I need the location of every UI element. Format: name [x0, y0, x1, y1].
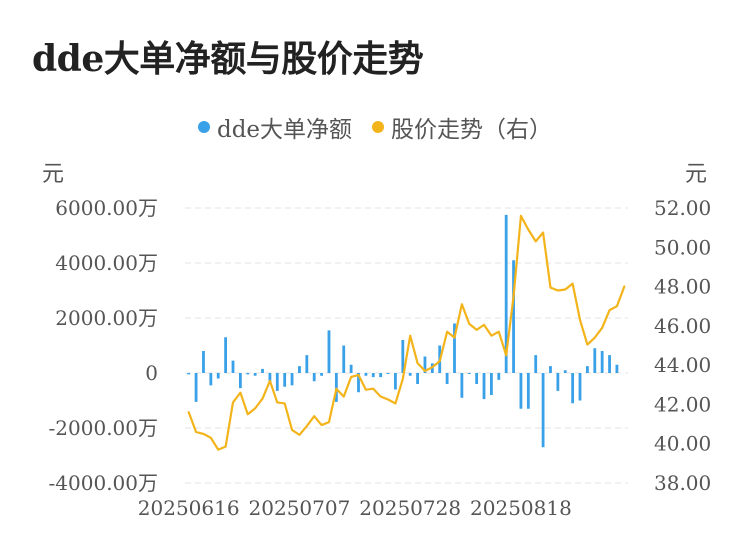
bar-dde	[238, 373, 242, 389]
bar-dde	[312, 373, 316, 382]
bar-dde	[275, 373, 279, 391]
bar-dde	[305, 355, 309, 373]
bar-dde	[246, 373, 250, 375]
bar-dde	[290, 373, 294, 386]
bar-dde	[490, 373, 493, 395]
bar-dde	[394, 373, 397, 390]
right-tick-label: 50.00	[654, 235, 711, 259]
bar-dde	[600, 351, 604, 373]
bar-dde	[386, 373, 390, 374]
legend-item-dde[interactable]: dde大单净额	[197, 110, 353, 144]
bar-dde	[298, 366, 301, 373]
bar-dde	[320, 373, 323, 376]
right-tick-label: 46.00	[654, 314, 711, 338]
right-axis-unit: 元	[685, 162, 708, 187]
right-tick-label: 52.00	[654, 196, 711, 220]
x-tick-label: 20250818	[470, 496, 572, 520]
bar-dde	[268, 373, 272, 384]
bar-dde	[194, 373, 198, 402]
x-tick-label: 20250616	[138, 496, 240, 520]
bar-dde	[526, 373, 530, 409]
left-tick-label: 4000.00万	[55, 251, 158, 275]
bar-dde	[187, 373, 191, 375]
bar-dde	[379, 373, 383, 378]
bar-dde	[460, 373, 464, 398]
left-tick-label: 6000.00万	[55, 196, 158, 220]
left-tick-label: 2000.00万	[55, 306, 158, 330]
bar-dde	[519, 373, 523, 409]
chart-legend: dde大单净额 股价走势（右）	[0, 110, 750, 144]
bar-dde	[497, 373, 501, 380]
bar-dde	[327, 330, 331, 373]
bar-dde	[224, 337, 228, 373]
bar-dde	[534, 355, 538, 373]
bar-dde	[202, 351, 205, 373]
bar-dde	[482, 373, 486, 400]
bar-dde	[401, 340, 405, 373]
bar-dde	[453, 323, 456, 373]
left-tick-label: 0	[145, 361, 158, 385]
legend-dot-price	[372, 121, 385, 133]
bar-dde	[357, 373, 360, 393]
bar-dde	[615, 364, 619, 373]
bar-dde	[349, 364, 353, 373]
bar-dde	[585, 366, 589, 373]
x-tick-label: 20250707	[249, 496, 351, 520]
bar-dde	[371, 373, 375, 378]
left-axis-unit: 元	[42, 162, 65, 187]
line-price	[187, 214, 626, 451]
right-tick-label: 48.00	[654, 275, 711, 299]
bar-dde	[423, 356, 427, 373]
bar-dde	[283, 373, 287, 387]
bar-dde	[608, 355, 611, 373]
left-tick-label: -2000.00万	[49, 416, 158, 440]
bar-dde	[556, 373, 560, 391]
right-tick-label: 40.00	[654, 432, 711, 456]
bar-dde	[563, 370, 567, 373]
legend-dot-dde	[197, 121, 210, 133]
bar-dde	[593, 348, 597, 373]
bar-dde	[467, 373, 471, 374]
legend-item-price[interactable]: 股价走势（右）	[372, 110, 552, 144]
bar-dde	[504, 214, 508, 373]
left-tick-label: -4000.00万	[49, 471, 158, 495]
bar-dde	[549, 366, 552, 373]
bar-dde	[445, 373, 449, 384]
bar-dde	[416, 373, 419, 384]
right-tick-label: 42.00	[654, 392, 711, 416]
bar-dde	[261, 368, 264, 373]
legend-label-price: 股价走势（右）	[391, 117, 553, 143]
bar-dde	[578, 373, 582, 401]
bar-dde	[334, 373, 338, 402]
bar-dde	[364, 373, 368, 376]
bar-dde	[541, 373, 545, 448]
bar-dde	[512, 260, 515, 373]
bar-dde	[475, 373, 479, 384]
bar-dde	[209, 373, 213, 386]
bar-dde	[571, 373, 575, 404]
right-tick-label: 38.00	[654, 471, 711, 495]
bar-dde	[253, 373, 257, 376]
right-tick-label: 44.00	[654, 353, 711, 377]
x-tick-label: 20250728	[359, 496, 461, 520]
bar-dde	[342, 345, 346, 373]
bar-dde	[231, 360, 235, 373]
bar-dde	[408, 373, 412, 376]
page-title: dde大单净额与股价走势	[32, 38, 424, 80]
bar-dde	[216, 373, 220, 379]
legend-label-dde: dde大单净额	[216, 117, 353, 143]
